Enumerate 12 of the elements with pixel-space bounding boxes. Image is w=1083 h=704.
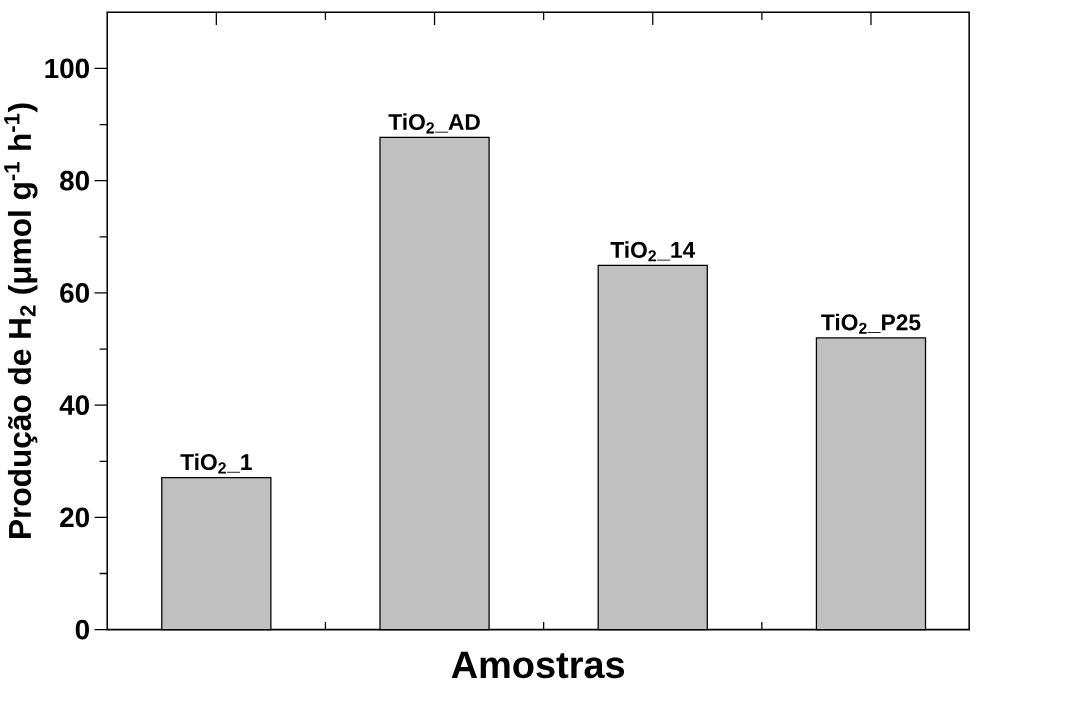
x-tick-label: TiO$_{2}$_14 xyxy=(610,241,696,262)
y-tick-label: 40 xyxy=(59,395,89,416)
x-tick-label: TiO$_{2}$_1 xyxy=(180,453,252,474)
y-tick-label: 100 xyxy=(45,58,89,79)
y-axis-title: Produção de H$_{2}$ (μmol g$^{-1}$ h$^{-1}$) xyxy=(4,103,38,539)
y-tick-label: 80 xyxy=(60,171,89,191)
x-axis-title: Amostras xyxy=(451,651,625,679)
y-tick-label: 20 xyxy=(60,507,89,528)
y-tick-label: 0 xyxy=(75,619,89,640)
y-tick-label: 60 xyxy=(60,283,89,303)
x-tick-label: TiO$_{2}$_AD xyxy=(388,113,480,134)
x-tick-label: TiO$_{2}$_P25 xyxy=(821,313,921,334)
